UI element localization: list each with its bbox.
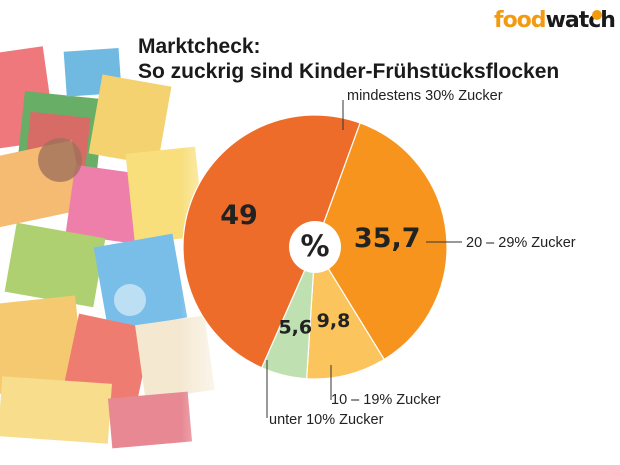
center-percent-label: % xyxy=(300,229,329,263)
pie-data-label: 5,6 xyxy=(278,316,312,338)
pie-slice xyxy=(182,114,361,369)
logo-text-food: food xyxy=(494,8,547,33)
chart-title: Marktcheck: So zuckrig sind Kinder-Frühs… xyxy=(138,34,559,84)
pie-slice xyxy=(305,245,386,380)
pie-category-label: mindestens 30% Zucker xyxy=(347,88,503,104)
pie-category-label: unter 10% Zucker xyxy=(269,412,384,428)
pie-category-label: 10 – 19% Zucker xyxy=(331,392,441,408)
logo-dot-icon xyxy=(592,10,602,20)
logo-text-watch: watch xyxy=(545,8,616,33)
pie-data-label: 9,8 xyxy=(317,310,351,332)
pie-slice xyxy=(260,246,316,380)
pie-data-label: 35,7 xyxy=(354,223,421,254)
center-hole xyxy=(289,221,341,273)
title-line-2: So zuckrig sind Kinder-Frühstücksflocken xyxy=(138,60,560,83)
pie-data-label: 49 xyxy=(220,200,258,231)
title-line-1: Marktcheck: xyxy=(138,35,261,58)
pie-category-label: 20 – 29% Zucker xyxy=(466,235,576,251)
cereal-boxes-photo xyxy=(0,0,240,465)
foodwatch-logo: foodwatch xyxy=(494,8,616,33)
